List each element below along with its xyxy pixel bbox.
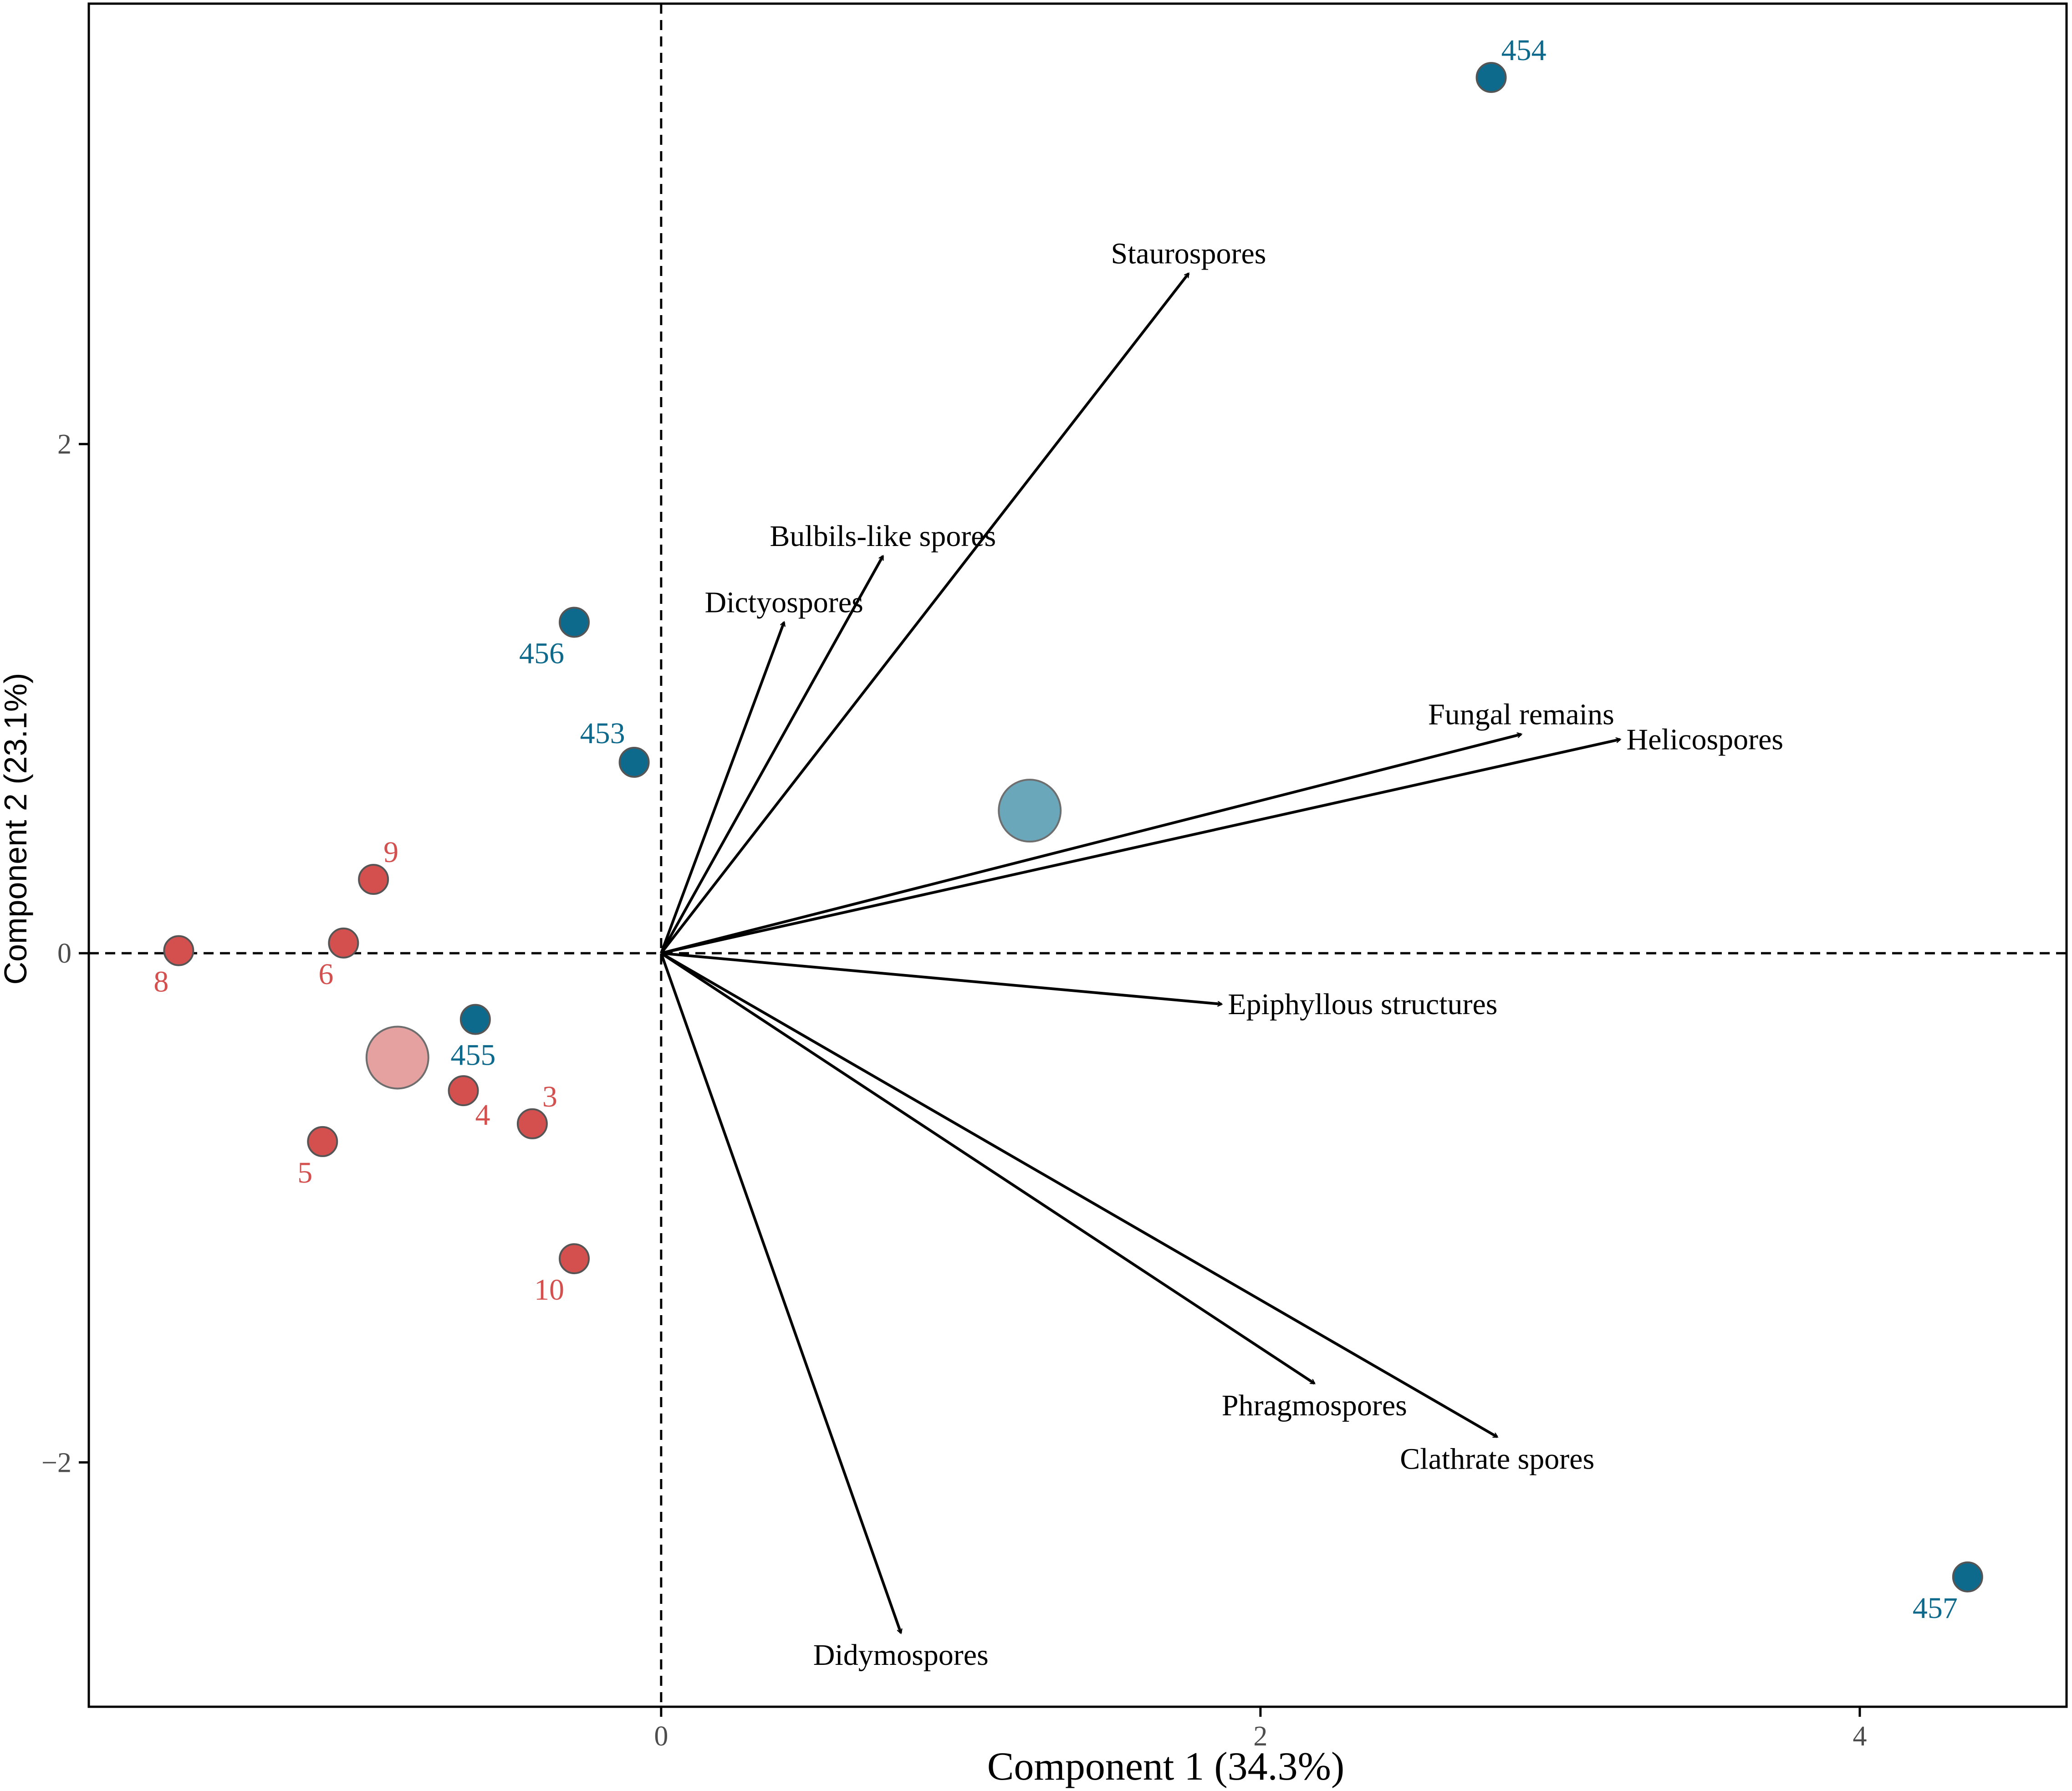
- centroid-marker: [998, 779, 1062, 843]
- point-label: 455: [450, 1039, 495, 1072]
- loading-label: Staurospores: [1111, 237, 1266, 270]
- loading-arrow: [660, 622, 784, 954]
- loading-label: Dictyospores: [704, 586, 863, 619]
- loading-labels: Staurospores Bulbils-like spores Dictyospo…: [704, 237, 1783, 1672]
- loading-label: Clathrate spores: [1400, 1442, 1594, 1475]
- centroid-marker: [365, 1026, 429, 1090]
- loading-arrow: [661, 734, 1521, 955]
- loading-arrow: [660, 556, 884, 954]
- loading-arrow: [660, 274, 1190, 954]
- data-point: [448, 1075, 479, 1107]
- data-point: [618, 746, 650, 778]
- data-point: [559, 607, 590, 638]
- point-label: 4: [475, 1098, 490, 1132]
- sample-points: [163, 62, 1983, 1592]
- loading-arrows: [660, 274, 1620, 1633]
- plot-background: [89, 4, 2067, 1707]
- loading-label: Phragmospores: [1222, 1389, 1407, 1422]
- loading-arrow: [661, 740, 1620, 955]
- data-point: [1475, 62, 1507, 93]
- point-label: 453: [580, 717, 625, 750]
- axes: 0 2 4 2 0 −2: [41, 429, 1867, 1752]
- point-label: 456: [519, 637, 564, 670]
- data-point: [328, 927, 359, 959]
- loading-label: Didymospores: [813, 1638, 989, 1672]
- point-label: 10: [534, 1273, 564, 1306]
- point-label: 8: [153, 965, 168, 999]
- plot-border: [87, 2, 2068, 1708]
- loading-arrow: [661, 952, 1222, 1004]
- loading-arrow: [660, 952, 1497, 1439]
- loading-arrow: [660, 952, 1315, 1385]
- x-axis-title: Component 1 (34.3%): [987, 1745, 1345, 1789]
- point-label: 6: [318, 958, 333, 991]
- data-point: [559, 1243, 590, 1275]
- data-point: [459, 1004, 491, 1035]
- point-label: 454: [1501, 34, 1546, 67]
- y-axis-title: Component 2 (23.1%): [0, 673, 33, 985]
- point-label: 457: [1913, 1592, 1958, 1625]
- point-label: 3: [542, 1080, 557, 1113]
- loading-label: Bulbils-like spores: [770, 520, 996, 553]
- point-label: 9: [383, 836, 398, 869]
- data-point: [163, 935, 194, 966]
- point-label: 5: [297, 1156, 312, 1189]
- data-point: [1952, 1561, 1983, 1592]
- x-tick-label: 4: [1853, 1721, 1867, 1752]
- point-labels: 8 6 9 4 3 5 10 454 456 453 455 457: [153, 34, 1957, 1625]
- x-tick-label: 0: [654, 1721, 668, 1752]
- loading-label: Helicospores: [1627, 723, 1784, 756]
- y-tick-label: −2: [41, 1447, 71, 1478]
- x-tick-label: 2: [1253, 1721, 1267, 1752]
- data-point: [516, 1108, 548, 1139]
- y-tick-label: 0: [57, 938, 71, 969]
- data-point: [358, 864, 389, 895]
- loading-label: Epiphyllous structures: [1228, 988, 1497, 1021]
- reference-lines: [89, 4, 2067, 1707]
- group-centroids: [365, 779, 1062, 1090]
- loading-label: Fungal remains: [1428, 698, 1614, 731]
- data-point: [307, 1126, 338, 1157]
- y-tick-label: 2: [57, 429, 71, 460]
- loading-arrow: [660, 953, 901, 1633]
